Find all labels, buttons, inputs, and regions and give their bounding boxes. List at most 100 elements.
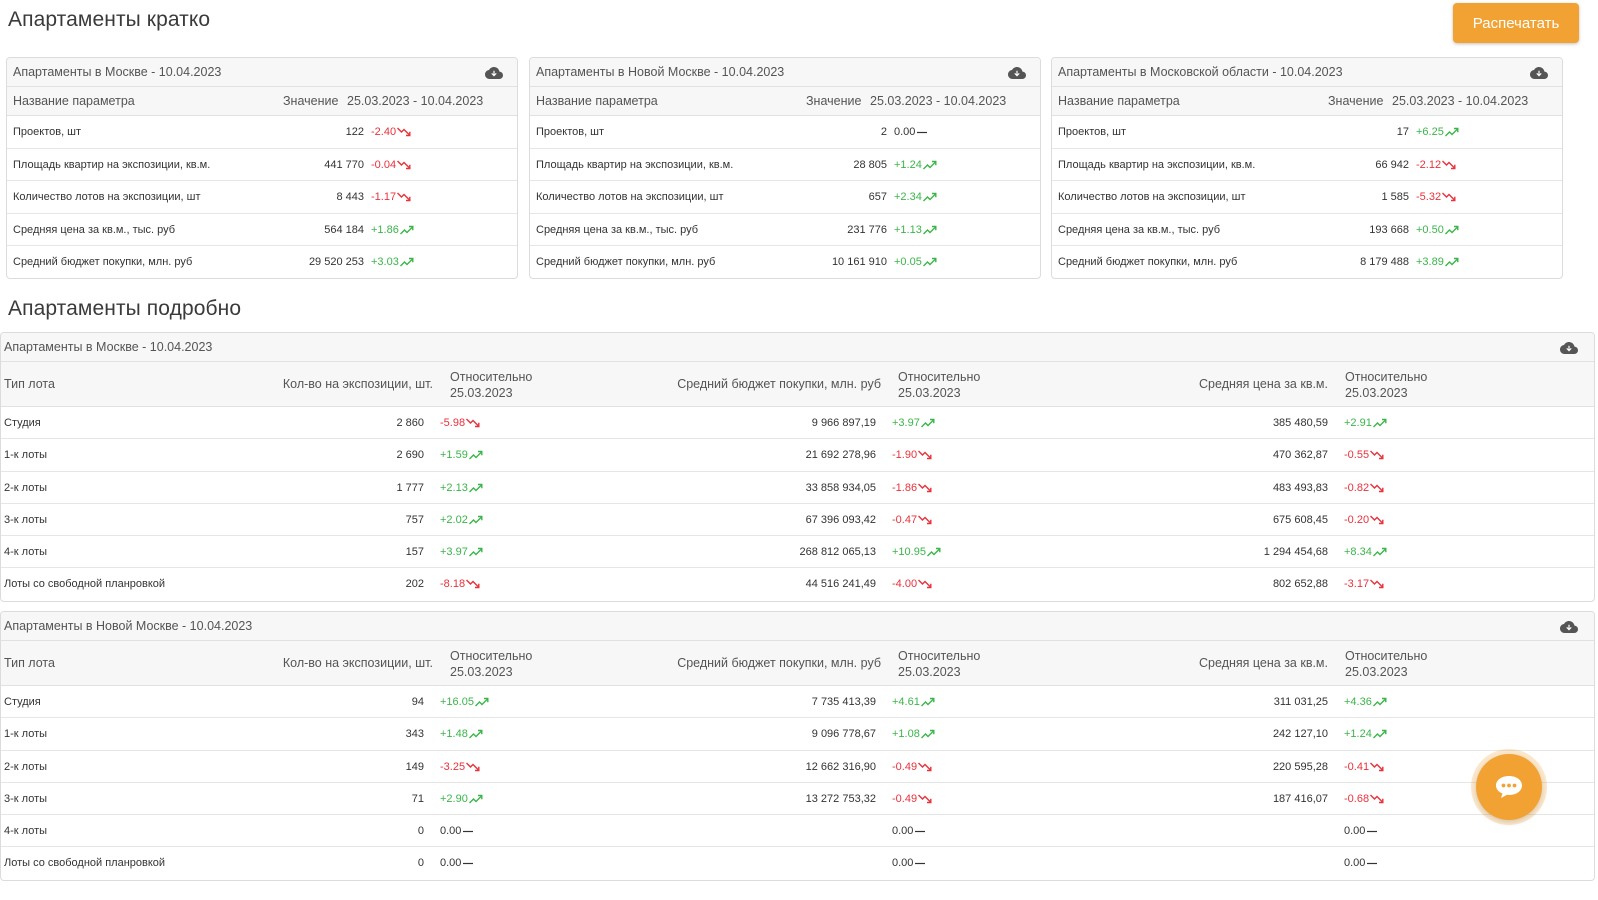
dash-icon bbox=[1367, 831, 1378, 833]
column-value: Значение bbox=[1328, 94, 1384, 108]
column-period: 25.03.2023 - 10.04.2023 bbox=[347, 94, 484, 108]
card-row: Средний бюджет покупки, млн. руб 8 179 48… bbox=[1052, 246, 1562, 278]
param-change: +2.34 bbox=[894, 191, 937, 203]
column-value: Значение bbox=[806, 94, 862, 108]
print-button[interactable]: Распечатать bbox=[1453, 3, 1579, 43]
price-change: +1.24 bbox=[1344, 728, 1387, 740]
column-param: Название параметра bbox=[13, 94, 135, 108]
dash-icon bbox=[1367, 863, 1378, 865]
change-value: +3.03 bbox=[371, 256, 399, 269]
table-row: 1-к лоты 343 +1.48 9 096 778,67 +1.08 242 127… bbox=[1, 718, 1594, 751]
change-value: +2.13 bbox=[440, 481, 468, 494]
card-row: Площадь квартир на экспозиции, кв.м. 28 8… bbox=[530, 149, 1040, 182]
cloud-download-icon[interactable] bbox=[1008, 67, 1026, 79]
trending-up-icon bbox=[1444, 258, 1459, 267]
change-value: +6.25 bbox=[1416, 126, 1444, 138]
price-value: 242 127,10 bbox=[1272, 728, 1328, 741]
param-value: 8 179 488 bbox=[1360, 256, 1409, 269]
cloud-download-icon[interactable] bbox=[1560, 342, 1578, 354]
budget-value: 21 692 278,96 bbox=[805, 449, 876, 462]
summary-card: Апартаменты в Московской области - 10.04… bbox=[1051, 57, 1563, 279]
lot-type: 1-к лоты bbox=[4, 728, 48, 741]
param-label: Средний бюджет покупки, млн. руб bbox=[536, 256, 716, 269]
card-header: Апартаменты в Московской области - 10.04… bbox=[1052, 58, 1562, 87]
trending-down-icon bbox=[466, 762, 480, 771]
change-value: -4.00 bbox=[892, 578, 918, 591]
budget-change: -0.47 bbox=[892, 514, 932, 526]
change-value: +3.97 bbox=[892, 417, 920, 429]
card-row: Проектов, шт 122 -2.40 bbox=[7, 116, 517, 149]
summary-card: Апартаменты в Новой Москве - 10.04.2023 Н… bbox=[529, 57, 1041, 279]
count-value: 0 bbox=[417, 857, 424, 870]
count-change: 0.00 bbox=[440, 857, 474, 869]
count-change: +1.59 bbox=[440, 449, 483, 461]
param-change: +1.24 bbox=[894, 159, 937, 171]
budget-change: +3.97 bbox=[892, 417, 935, 429]
change-value: +1.86 bbox=[371, 223, 399, 236]
lot-type: 2-к лоты bbox=[4, 760, 48, 773]
trending-up-icon bbox=[1372, 730, 1387, 739]
budget-value: 9 096 778,67 bbox=[811, 728, 876, 741]
lot-type: 1-к лоты bbox=[4, 449, 48, 462]
param-change: -5.32 bbox=[1416, 191, 1456, 203]
trending-down-icon bbox=[918, 483, 932, 492]
change-value: +1.48 bbox=[440, 728, 468, 741]
change-value: -0.49 bbox=[892, 792, 918, 805]
card-row: Проектов, шт 2 0.00 bbox=[530, 116, 1040, 149]
chat-button[interactable] bbox=[1476, 754, 1542, 820]
change-value: +1.24 bbox=[894, 158, 922, 171]
change-value: -0.04 bbox=[371, 158, 397, 171]
change-value: -0.41 bbox=[1344, 760, 1370, 773]
param-label: Средняя цена за кв.м., тыс. руб bbox=[536, 223, 699, 236]
price-change: 0.00 bbox=[1344, 825, 1378, 837]
cloud-download-icon[interactable] bbox=[485, 67, 503, 79]
param-value: 193 668 bbox=[1369, 223, 1409, 236]
param-value: 28 805 bbox=[853, 158, 887, 171]
count-value: 1 777 bbox=[396, 481, 424, 494]
param-change: +3.89 bbox=[1416, 256, 1459, 268]
param-label: Площадь квартир на экспозиции, кв.м. bbox=[536, 158, 734, 171]
count-value: 2 690 bbox=[396, 449, 424, 462]
change-value: -1.17 bbox=[371, 191, 397, 204]
change-value: -0.20 bbox=[1344, 513, 1370, 526]
column-price-relative: Относительно 25.03.2023 bbox=[1345, 370, 1428, 400]
chat-bubble-icon bbox=[1496, 776, 1522, 798]
param-label: Средняя цена за кв.м., тыс. руб bbox=[13, 223, 176, 236]
param-label: Площадь квартир на экспозиции, кв.м. bbox=[1058, 158, 1256, 171]
column-param: Название параметра bbox=[536, 94, 658, 108]
budget-change: +10.95 bbox=[892, 546, 941, 558]
trending-down-icon bbox=[1370, 579, 1384, 589]
cloud-download-icon[interactable] bbox=[1560, 621, 1578, 633]
lot-type: Лоты со свободной планровкой bbox=[4, 857, 166, 870]
count-change: +2.13 bbox=[440, 482, 483, 494]
param-value: 8 443 bbox=[336, 191, 364, 204]
change-value: +8.34 bbox=[1344, 546, 1372, 559]
param-label: Проектов, шт bbox=[536, 126, 605, 138]
price-change: 0.00 bbox=[1344, 857, 1378, 869]
count-value: 2 860 bbox=[396, 417, 424, 429]
price-value: 187 416,07 bbox=[1272, 792, 1328, 805]
budget-value: 33 858 934,05 bbox=[805, 481, 876, 494]
trending-down-icon bbox=[466, 579, 480, 589]
change-value: 0.00 bbox=[894, 126, 916, 138]
table-header: Апартаменты в Новой Москве - 10.04.2023 bbox=[1, 612, 1594, 641]
param-label: Количество лотов на экспозиции, шт bbox=[13, 191, 201, 204]
budget-change: 0.00 bbox=[892, 857, 926, 869]
change-value: +2.91 bbox=[1344, 417, 1372, 429]
param-label: Средняя цена за кв.м., тыс. руб bbox=[1058, 223, 1221, 236]
cloud-download-icon[interactable] bbox=[1530, 67, 1548, 79]
table-row: Студия 94 +16.05 7 735 413,39 +4.61 311 031,2… bbox=[1, 686, 1594, 719]
param-change: 0.00 bbox=[894, 126, 928, 138]
change-value: 0.00 bbox=[440, 857, 462, 870]
trending-down-icon bbox=[918, 579, 932, 589]
change-value: +16.05 bbox=[440, 696, 474, 708]
change-value: -5.98 bbox=[440, 417, 466, 429]
count-change: -8.18 bbox=[440, 578, 480, 590]
price-value: 483 493,83 bbox=[1272, 481, 1328, 494]
trending-up-icon bbox=[922, 258, 937, 267]
trending-down-icon bbox=[918, 515, 932, 525]
lot-type: 4-к лоты bbox=[4, 825, 48, 838]
change-value: +1.13 bbox=[894, 223, 922, 236]
change-value: +2.90 bbox=[440, 792, 468, 805]
price-change: -0.20 bbox=[1344, 514, 1384, 526]
